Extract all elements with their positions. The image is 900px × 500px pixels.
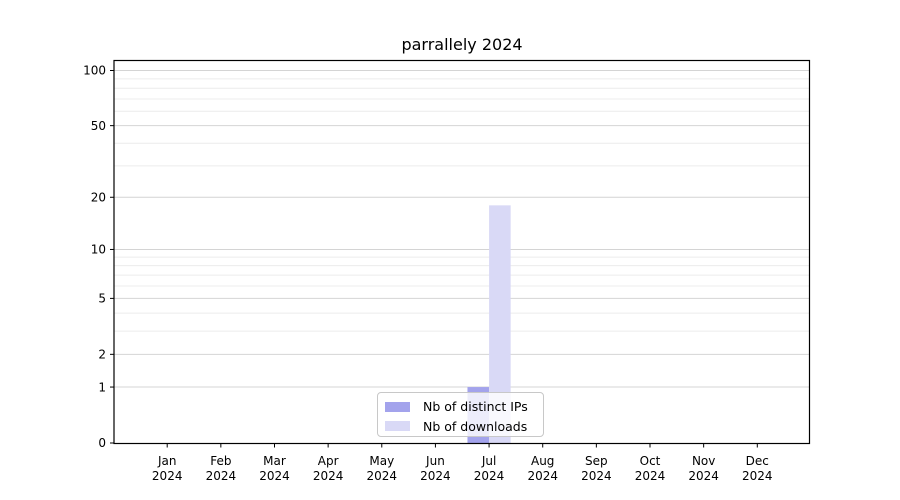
y-tick-label-5: 5 bbox=[98, 292, 106, 306]
y-tick-label-50: 50 bbox=[91, 119, 106, 133]
legend-item-distinct-ips: Nb of distinct IPs bbox=[385, 397, 543, 416]
y-tick-label-10: 10 bbox=[91, 243, 106, 257]
x-tick-label-jun: Jun 2024 bbox=[420, 454, 451, 483]
x-tick-label-jan: Jan 2024 bbox=[152, 454, 183, 483]
legend-label-distinct-ips: Nb of distinct IPs bbox=[423, 399, 528, 415]
x-tick-label-feb: Feb 2024 bbox=[206, 454, 237, 483]
y-tick-label-0: 0 bbox=[98, 436, 106, 450]
x-tick-label-oct: Oct 2024 bbox=[635, 454, 666, 483]
chart-title: parrallely 2024 bbox=[401, 35, 523, 54]
x-tick-label-jul: Jul 2024 bbox=[474, 454, 505, 483]
y-tick-label-2: 2 bbox=[98, 348, 106, 362]
y-tick-label-1: 1 bbox=[98, 380, 106, 394]
y-tick-label-100: 100 bbox=[83, 64, 106, 78]
legend-item-downloads: Nb of downloads bbox=[385, 417, 543, 436]
plot-frame bbox=[113, 59, 811, 445]
x-tick-label-apr: Apr 2024 bbox=[313, 454, 344, 483]
legend-swatch-downloads bbox=[385, 420, 410, 432]
bar-nb-of-downloads-jul bbox=[489, 205, 511, 443]
x-tick-label-mar: Mar 2024 bbox=[259, 454, 290, 483]
x-tick-label-nov: Nov 2024 bbox=[688, 454, 719, 483]
legend-label-downloads: Nb of downloads bbox=[423, 418, 528, 434]
x-tick-label-dec: Dec 2024 bbox=[742, 454, 773, 483]
legend: Nb of distinct IPs Nb of downloads bbox=[377, 392, 544, 437]
x-tick-label-may: May 2024 bbox=[367, 454, 398, 483]
legend-swatch-distinct-ips bbox=[385, 401, 410, 413]
x-tick-label-sep: Sep 2024 bbox=[581, 454, 612, 483]
y-tick-label-20: 20 bbox=[91, 190, 106, 204]
x-tick-label-aug: Aug 2024 bbox=[527, 454, 558, 483]
